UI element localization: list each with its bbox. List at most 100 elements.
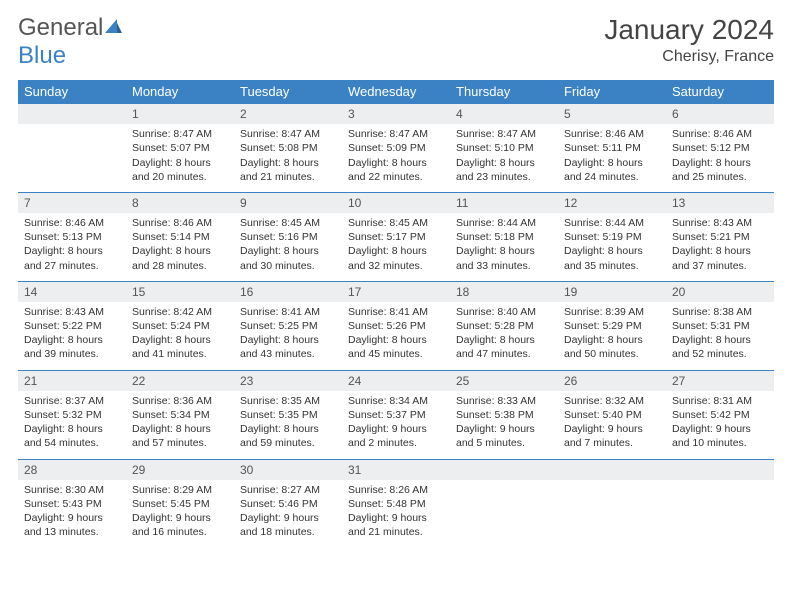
daylight-line-2: and 57 minutes. (132, 436, 228, 450)
daylight-line-1: Daylight: 8 hours (456, 244, 552, 258)
daylight-line-2: and 54 minutes. (24, 436, 120, 450)
day-cell: Sunrise: 8:43 AMSunset: 5:22 PMDaylight:… (18, 302, 126, 370)
day-cell: Sunrise: 8:36 AMSunset: 5:34 PMDaylight:… (126, 391, 234, 459)
sunrise-line: Sunrise: 8:36 AM (132, 394, 228, 408)
day-number: 5 (558, 104, 666, 125)
day-number-row: 28293031 (18, 459, 774, 480)
sunrise-line: Sunrise: 8:33 AM (456, 394, 552, 408)
sunset-line: Sunset: 5:31 PM (672, 319, 768, 333)
daylight-line-1: Daylight: 8 hours (24, 244, 120, 258)
day-number (18, 104, 126, 125)
sunset-line: Sunset: 5:46 PM (240, 497, 336, 511)
sunset-line: Sunset: 5:07 PM (132, 141, 228, 155)
day-cell: Sunrise: 8:40 AMSunset: 5:28 PMDaylight:… (450, 302, 558, 370)
day-number (450, 459, 558, 480)
sunset-line: Sunset: 5:10 PM (456, 141, 552, 155)
sunrise-line: Sunrise: 8:43 AM (24, 305, 120, 319)
daylight-line-2: and 32 minutes. (348, 259, 444, 273)
day-number (666, 459, 774, 480)
day-content-row: Sunrise: 8:30 AMSunset: 5:43 PMDaylight:… (18, 480, 774, 548)
day-cell: Sunrise: 8:37 AMSunset: 5:32 PMDaylight:… (18, 391, 126, 459)
daylight-line-2: and 18 minutes. (240, 525, 336, 539)
daylight-line-1: Daylight: 8 hours (456, 333, 552, 347)
daylight-line-2: and 21 minutes. (240, 170, 336, 184)
day-content-row: Sunrise: 8:46 AMSunset: 5:13 PMDaylight:… (18, 213, 774, 281)
sunset-line: Sunset: 5:16 PM (240, 230, 336, 244)
daylight-line-2: and 23 minutes. (456, 170, 552, 184)
day-cell: Sunrise: 8:42 AMSunset: 5:24 PMDaylight:… (126, 302, 234, 370)
daylight-line-2: and 35 minutes. (564, 259, 660, 273)
logo-sail-icon (103, 14, 123, 42)
daylight-line-1: Daylight: 9 hours (348, 422, 444, 436)
daylight-line-2: and 13 minutes. (24, 525, 120, 539)
daylight-line-1: Daylight: 9 hours (348, 511, 444, 525)
day-number: 9 (234, 192, 342, 213)
sunrise-line: Sunrise: 8:32 AM (564, 394, 660, 408)
sunrise-line: Sunrise: 8:39 AM (564, 305, 660, 319)
day-cell: Sunrise: 8:45 AMSunset: 5:16 PMDaylight:… (234, 213, 342, 281)
day-number: 22 (126, 370, 234, 391)
weekday-header: Friday (558, 80, 666, 104)
sunset-line: Sunset: 5:19 PM (564, 230, 660, 244)
daylight-line-2: and 30 minutes. (240, 259, 336, 273)
day-number-row: 123456 (18, 104, 774, 125)
sunrise-line: Sunrise: 8:41 AM (240, 305, 336, 319)
daylight-line-2: and 27 minutes. (24, 259, 120, 273)
sunset-line: Sunset: 5:43 PM (24, 497, 120, 511)
day-number: 26 (558, 370, 666, 391)
sunset-line: Sunset: 5:17 PM (348, 230, 444, 244)
day-cell: Sunrise: 8:35 AMSunset: 5:35 PMDaylight:… (234, 391, 342, 459)
daylight-line-1: Daylight: 8 hours (132, 422, 228, 436)
day-cell: Sunrise: 8:31 AMSunset: 5:42 PMDaylight:… (666, 391, 774, 459)
day-number: 17 (342, 281, 450, 302)
sunrise-line: Sunrise: 8:29 AM (132, 483, 228, 497)
day-number: 2 (234, 104, 342, 125)
day-cell: Sunrise: 8:47 AMSunset: 5:10 PMDaylight:… (450, 124, 558, 192)
daylight-line-2: and 39 minutes. (24, 347, 120, 361)
day-number-row: 21222324252627 (18, 370, 774, 391)
day-cell: Sunrise: 8:46 AMSunset: 5:14 PMDaylight:… (126, 213, 234, 281)
sunset-line: Sunset: 5:24 PM (132, 319, 228, 333)
day-number: 25 (450, 370, 558, 391)
daylight-line-1: Daylight: 9 hours (24, 511, 120, 525)
daylight-line-1: Daylight: 8 hours (564, 156, 660, 170)
day-number: 13 (666, 192, 774, 213)
day-cell: Sunrise: 8:47 AMSunset: 5:09 PMDaylight:… (342, 124, 450, 192)
day-cell: Sunrise: 8:39 AMSunset: 5:29 PMDaylight:… (558, 302, 666, 370)
logo-part1: General (18, 14, 103, 41)
location-label: Cherisy, France (604, 48, 774, 66)
sunset-line: Sunset: 5:28 PM (456, 319, 552, 333)
day-cell: Sunrise: 8:30 AMSunset: 5:43 PMDaylight:… (18, 480, 126, 548)
daylight-line-1: Daylight: 8 hours (24, 333, 120, 347)
daylight-line-1: Daylight: 8 hours (240, 333, 336, 347)
day-number: 3 (342, 104, 450, 125)
daylight-line-2: and 52 minutes. (672, 347, 768, 361)
daylight-line-2: and 16 minutes. (132, 525, 228, 539)
sunrise-line: Sunrise: 8:35 AM (240, 394, 336, 408)
day-number: 11 (450, 192, 558, 213)
sunrise-line: Sunrise: 8:30 AM (24, 483, 120, 497)
sunset-line: Sunset: 5:08 PM (240, 141, 336, 155)
daylight-line-1: Daylight: 8 hours (348, 156, 444, 170)
sunset-line: Sunset: 5:22 PM (24, 319, 120, 333)
day-number: 12 (558, 192, 666, 213)
sunset-line: Sunset: 5:13 PM (24, 230, 120, 244)
sunrise-line: Sunrise: 8:26 AM (348, 483, 444, 497)
day-cell: Sunrise: 8:46 AMSunset: 5:12 PMDaylight:… (666, 124, 774, 192)
sunset-line: Sunset: 5:26 PM (348, 319, 444, 333)
sunset-line: Sunset: 5:21 PM (672, 230, 768, 244)
day-number: 10 (342, 192, 450, 213)
weekday-header: Wednesday (342, 80, 450, 104)
daylight-line-1: Daylight: 8 hours (240, 244, 336, 258)
day-number: 20 (666, 281, 774, 302)
day-cell: Sunrise: 8:33 AMSunset: 5:38 PMDaylight:… (450, 391, 558, 459)
day-cell: Sunrise: 8:47 AMSunset: 5:08 PMDaylight:… (234, 124, 342, 192)
day-number: 19 (558, 281, 666, 302)
sunrise-line: Sunrise: 8:44 AM (564, 216, 660, 230)
daylight-line-1: Daylight: 8 hours (672, 156, 768, 170)
daylight-line-2: and 47 minutes. (456, 347, 552, 361)
day-cell: Sunrise: 8:43 AMSunset: 5:21 PMDaylight:… (666, 213, 774, 281)
logo-text: GeneralBlue (18, 14, 123, 70)
daylight-line-1: Daylight: 8 hours (348, 333, 444, 347)
day-content-row: Sunrise: 8:43 AMSunset: 5:22 PMDaylight:… (18, 302, 774, 370)
